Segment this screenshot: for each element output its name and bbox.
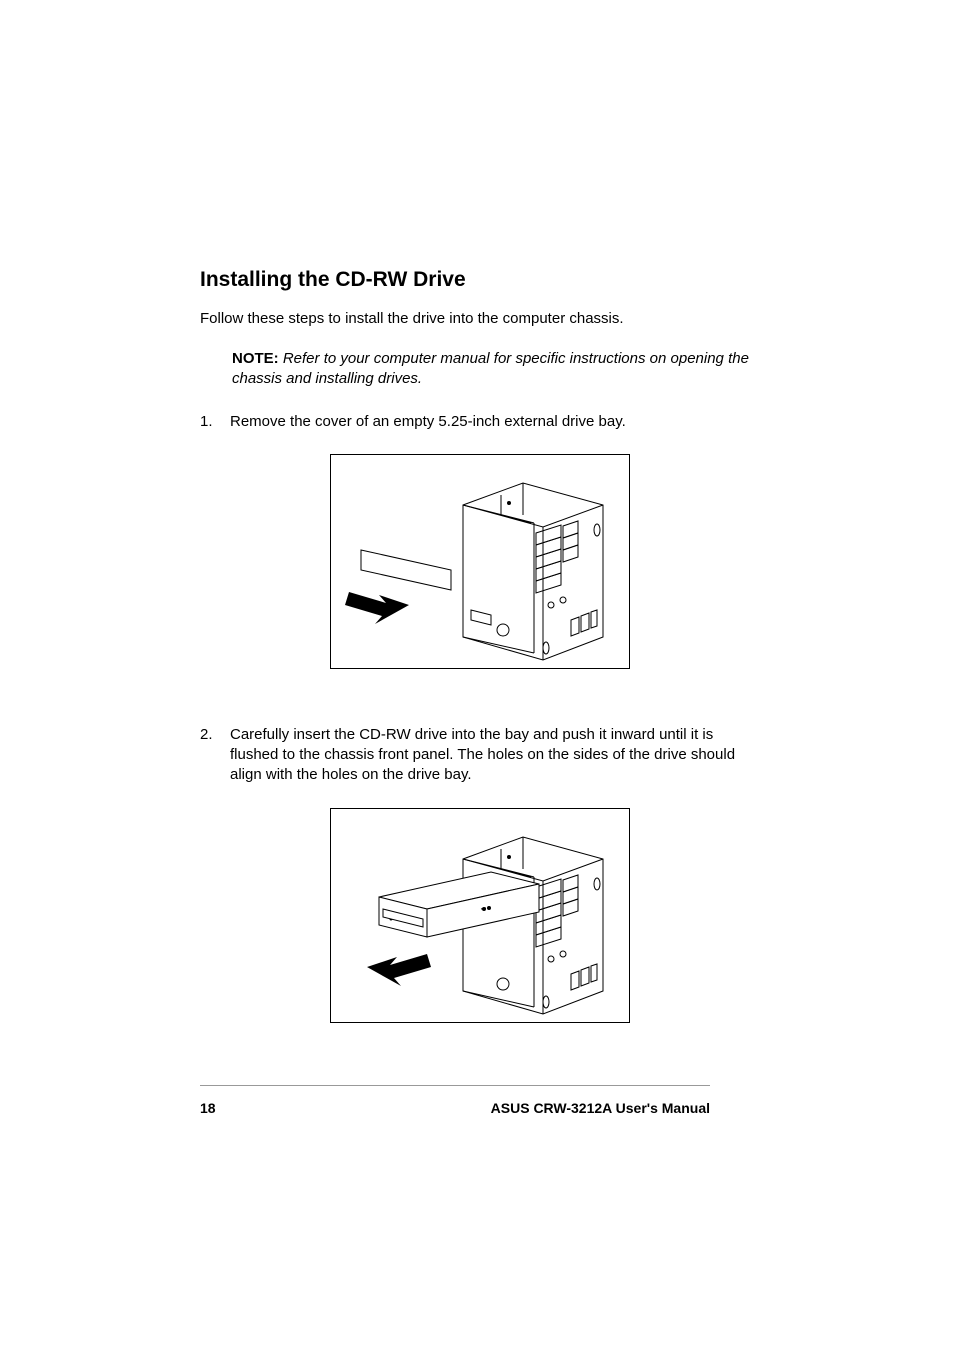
page-number: 18 (200, 1100, 216, 1116)
footer-divider (200, 1085, 710, 1086)
figure-2 (330, 808, 630, 1023)
arrow-out-icon (345, 592, 409, 624)
step-number: 2. (200, 725, 230, 786)
step-text: Carefully insert the CD-RW drive into th… (230, 725, 760, 786)
step-text: Remove the cover of an empty 5.25-inch e… (230, 412, 760, 432)
chassis-insert-drive-illustration (331, 809, 631, 1024)
arrow-in-icon (367, 954, 431, 986)
note-label: NOTE: (232, 350, 279, 367)
step-2: 2. Carefully insert the CD-RW drive into… (200, 725, 760, 786)
figure-1 (330, 454, 630, 669)
step-1: 1. Remove the cover of an empty 5.25-inc… (200, 412, 760, 432)
note-text: Refer to your computer manual for specif… (232, 350, 749, 387)
figure-1-wrap (200, 454, 760, 675)
section-heading: Installing the CD-RW Drive (200, 268, 760, 292)
figure-2-wrap (200, 808, 760, 1029)
step-number: 1. (200, 412, 230, 432)
note-block: NOTE: Refer to your computer manual for … (232, 349, 760, 390)
intro-text: Follow these steps to install the drive … (200, 310, 760, 327)
chassis-remove-cover-illustration (331, 455, 631, 670)
manual-title: ASUS CRW-3212A User's Manual (491, 1100, 710, 1116)
page-footer: 18 ASUS CRW-3212A User's Manual (200, 1100, 710, 1116)
page-content: Installing the CD-RW Drive Follow these … (200, 268, 760, 1079)
